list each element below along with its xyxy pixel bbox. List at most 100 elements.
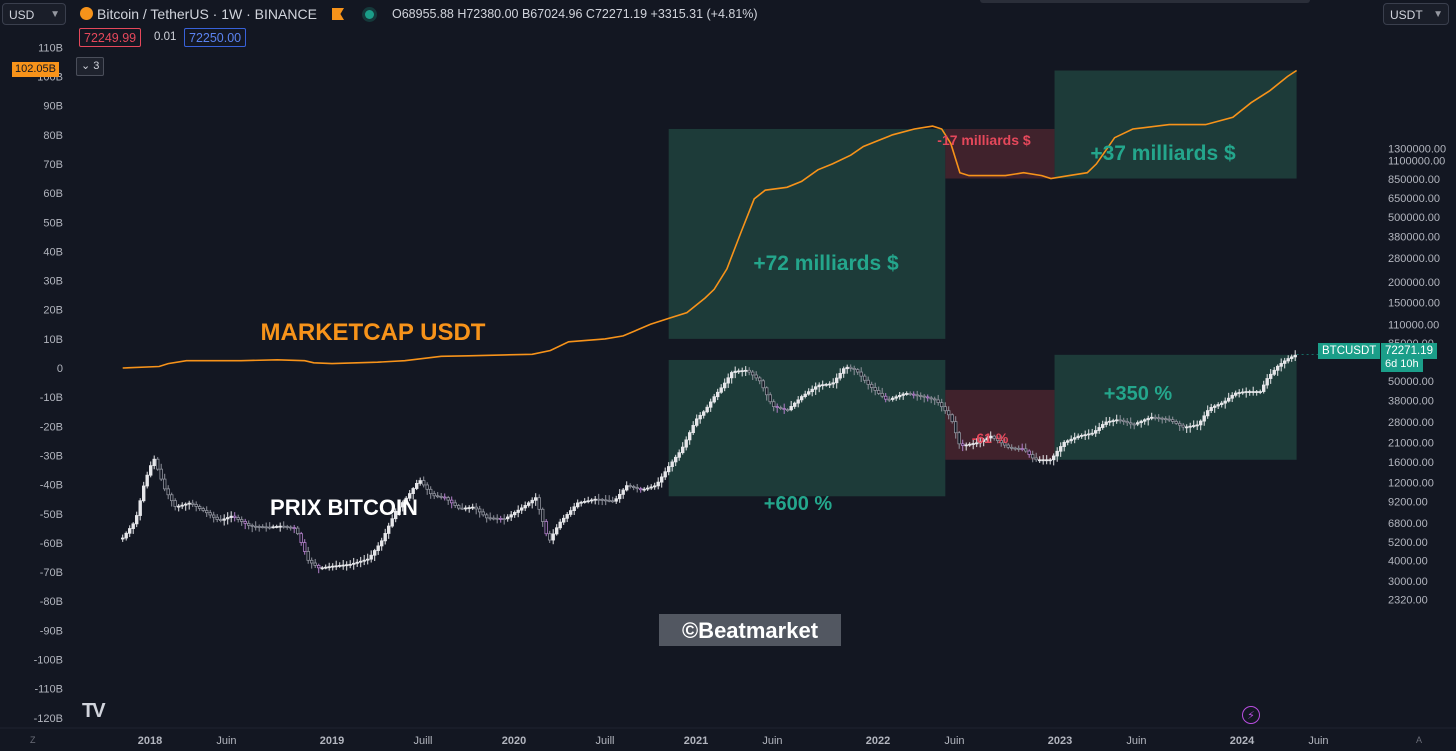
price-candle (929, 397, 933, 400)
flash-icon[interactable]: ⚡ (1242, 706, 1260, 724)
price-candle (208, 512, 212, 516)
price-candle (1041, 459, 1045, 462)
price-candle (695, 418, 699, 426)
usdt-change-box (945, 128, 1055, 179)
price-candle (705, 406, 709, 413)
price-candle (404, 497, 408, 503)
price-candle (435, 495, 440, 498)
zoom-reset-icon[interactable]: Z (30, 735, 36, 745)
price-candle (124, 532, 128, 539)
price-candle (1118, 419, 1122, 422)
left-axis-tick: -30B (40, 450, 63, 462)
price-candle (285, 526, 289, 528)
price-candle (1066, 440, 1070, 443)
price-candle (1160, 417, 1164, 420)
price-candle (642, 488, 646, 491)
price-candle (477, 508, 482, 513)
price-candle (474, 506, 478, 510)
currency-select[interactable]: USD ▼ (2, 3, 66, 25)
price-candle (309, 559, 314, 564)
price-candle (1055, 450, 1059, 457)
indicator-collapse-button[interactable]: ⌄ 3 (76, 57, 105, 76)
spread-value: 0.01 (154, 31, 177, 43)
price-candle (838, 372, 842, 379)
price-candle (618, 493, 622, 500)
price-candle (957, 432, 961, 445)
buy-price-button[interactable]: 72250.00 (184, 28, 247, 47)
right-axis-tick: 110000.00 (1388, 320, 1439, 332)
price-candle (467, 507, 471, 509)
price-candle (358, 560, 363, 563)
flag-icon[interactable] (332, 8, 344, 20)
price-candle (604, 499, 608, 502)
price-candle (180, 504, 184, 507)
price-candle (1255, 391, 1259, 393)
price-candle (1167, 418, 1171, 421)
right-axis-tick: 12000.00 (1388, 477, 1434, 489)
price-candle (684, 439, 688, 448)
price-candle (740, 370, 744, 373)
price-candle (611, 500, 615, 503)
price-candle (674, 456, 678, 463)
right-axis-tick: 850000.00 (1388, 174, 1440, 186)
price-candle (775, 406, 779, 408)
price-candle (302, 542, 307, 552)
price-candle (513, 512, 517, 516)
price-candle (211, 514, 216, 518)
price-candle (586, 500, 590, 503)
price-candle (667, 466, 671, 473)
price-candle (1227, 397, 1231, 402)
tradingview-logo[interactable]: TV (82, 700, 106, 722)
left-axis-tick: 10B (43, 334, 63, 346)
price-candle (859, 371, 863, 377)
symbol-title[interactable]: Bitcoin / TetherUS · 1W · BINANCE (80, 6, 317, 22)
price-candle (1192, 425, 1196, 427)
price-candle (145, 474, 149, 487)
price-candle (295, 527, 300, 535)
price-candle (460, 507, 464, 510)
price-candle (439, 495, 443, 498)
quote-currency-select[interactable]: USDT ▼ (1383, 3, 1449, 25)
price-candle (362, 559, 366, 562)
price-candle (912, 393, 916, 396)
price-candle (779, 407, 783, 409)
price-candle (1248, 391, 1252, 393)
price-candle (288, 526, 293, 529)
price-candle (197, 506, 202, 509)
price-candle (1237, 392, 1241, 394)
price-candle (1013, 447, 1017, 450)
sell-price-button[interactable]: 72249.99 (79, 28, 142, 47)
usdt-change-label: -17 milliards $ (937, 132, 1031, 148)
price-candle (817, 384, 821, 388)
price-candle (975, 442, 979, 445)
price-candle (222, 518, 226, 521)
price-candle (926, 396, 930, 399)
price-candle (947, 410, 951, 416)
price-candle (1083, 434, 1087, 437)
price-candle (271, 526, 275, 529)
price-candle (348, 563, 352, 566)
price-candle (1094, 430, 1098, 434)
price-candle (481, 511, 485, 516)
price-candle (1220, 402, 1224, 405)
price-candle (1139, 420, 1143, 424)
price-candle (1153, 416, 1157, 419)
price-candle (173, 500, 177, 507)
price-candle (187, 502, 191, 505)
price-candle (523, 505, 527, 509)
price-candle (569, 510, 573, 515)
price-candle (159, 468, 163, 480)
price-candle (919, 395, 923, 397)
price-candle (1111, 420, 1115, 422)
price-candle (1251, 391, 1255, 393)
auto-scale-icon[interactable]: A (1416, 735, 1423, 745)
price-candle (1097, 427, 1101, 431)
price-candle (1024, 448, 1028, 452)
price-candle (1108, 420, 1112, 423)
price-candle (155, 458, 160, 470)
price-candle (1209, 407, 1213, 411)
left-axis-tick: -10B (40, 392, 63, 404)
price-candle (463, 507, 468, 510)
price-candle (786, 409, 790, 411)
